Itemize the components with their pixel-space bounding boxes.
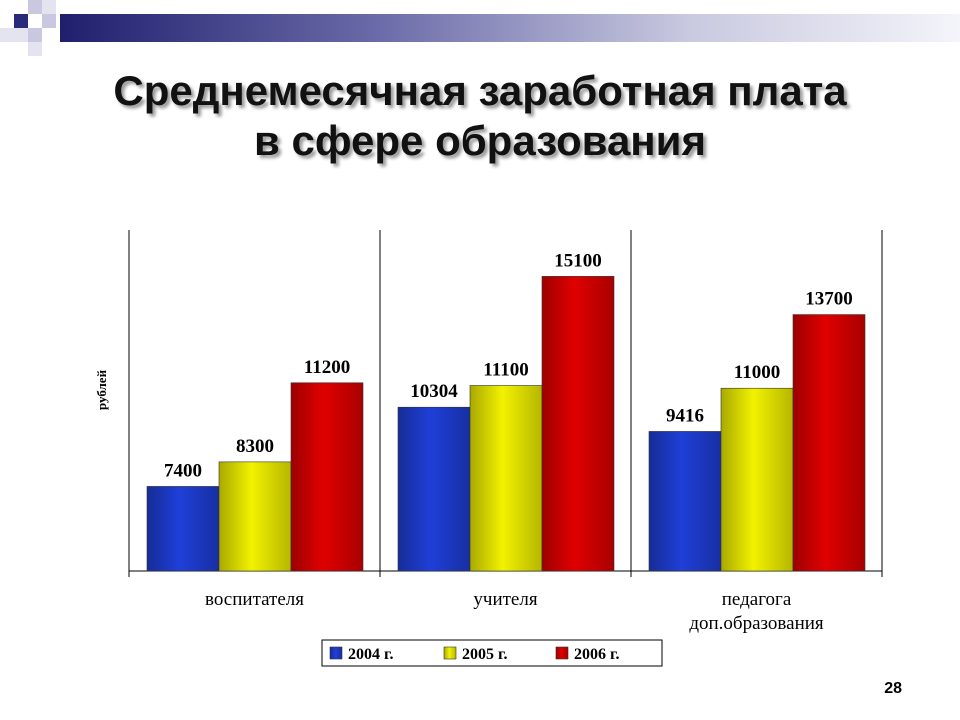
bar-2-1 xyxy=(218,461,292,572)
legend-label: 2005 г. xyxy=(462,646,507,663)
data-label: 10304 xyxy=(410,381,458,402)
title-bar-decoration xyxy=(0,0,960,60)
slide-title-line-2: в сфере образования xyxy=(253,117,706,164)
legend-swatch xyxy=(329,646,343,660)
page-number: 28 xyxy=(884,680,902,697)
deco-square xyxy=(28,28,42,42)
legend-label: 2006 г. xyxy=(574,646,619,663)
gradient-bar xyxy=(60,14,960,42)
data-label: 11000 xyxy=(734,362,780,383)
legend-swatch xyxy=(443,646,457,660)
data-label: 7400 xyxy=(164,460,202,481)
data-label: 15100 xyxy=(554,250,602,271)
legend-label: 2004 г. xyxy=(348,646,393,663)
y-axis-label: рублей xyxy=(94,369,109,410)
data-label: 11100 xyxy=(483,359,528,380)
deco-square xyxy=(28,0,42,14)
data-label: 11200 xyxy=(304,357,350,378)
data-label: 9416 xyxy=(666,405,704,426)
bar-1-1 xyxy=(146,486,220,572)
bar-3-1 xyxy=(290,382,364,572)
category-label: педагога xyxy=(722,589,792,610)
deco-square xyxy=(28,42,42,56)
category-label: учителя xyxy=(473,589,537,610)
category-label: воспитателя xyxy=(205,589,304,610)
data-label: 8300 xyxy=(236,436,274,457)
deco-square xyxy=(42,14,56,28)
data-label: 13700 xyxy=(805,289,853,310)
bar-1-2 xyxy=(397,406,471,572)
slide-title-line-1: Среднемесячная заработная плата xyxy=(113,67,847,114)
bar-3-3 xyxy=(792,314,866,572)
deco-square xyxy=(42,0,56,14)
bar-2-3 xyxy=(720,387,794,572)
deco-square xyxy=(14,28,28,42)
category-label: доп.образования xyxy=(689,613,824,634)
slide-title: Среднемесячная заработная плата в сфере … xyxy=(0,66,960,166)
deco-square xyxy=(0,28,14,42)
bar-3-2 xyxy=(541,276,615,572)
bar-2-2 xyxy=(469,385,543,572)
legend-swatch xyxy=(555,646,569,660)
bar-1-3 xyxy=(648,431,722,572)
legend xyxy=(321,639,663,667)
deco-square xyxy=(14,14,28,28)
